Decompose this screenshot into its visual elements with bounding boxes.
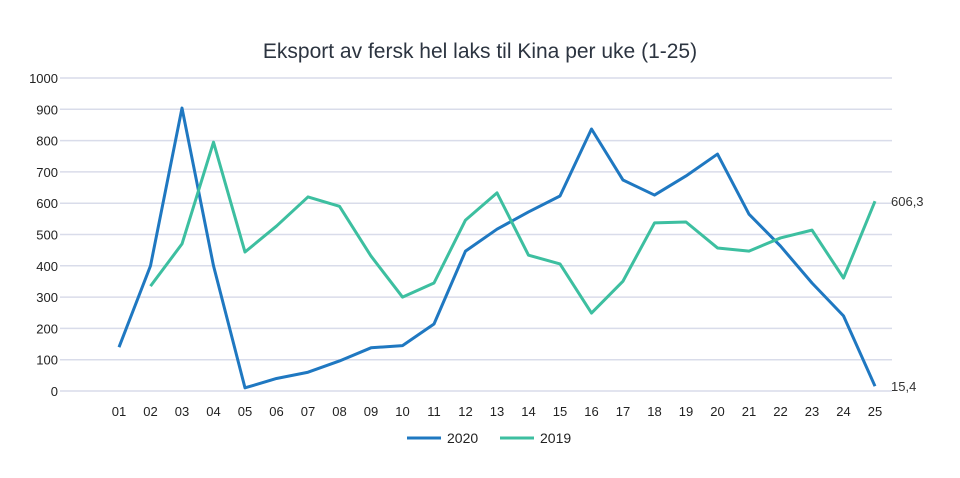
y-tick-label: 500 bbox=[36, 228, 58, 243]
y-tick-label: 400 bbox=[36, 259, 58, 274]
y-tick-label: 0 bbox=[51, 384, 58, 399]
series-line-2020 bbox=[117, 106, 877, 390]
x-tick-label: 09 bbox=[364, 404, 378, 419]
x-tick-label: 08 bbox=[332, 404, 346, 419]
x-tick-label: 25 bbox=[868, 404, 882, 419]
x-tick-label: 19 bbox=[679, 404, 693, 419]
x-tick-label: 21 bbox=[742, 404, 756, 419]
y-tick-label: 100 bbox=[36, 353, 58, 368]
chart-title: Eksport av fersk hel laks til Kina per u… bbox=[262, 40, 698, 63]
x-tick-label: 07 bbox=[301, 404, 315, 419]
x-tick-label: 24 bbox=[836, 404, 850, 419]
x-tick-label: 05 bbox=[238, 404, 252, 419]
data-label: 606,3 bbox=[891, 194, 924, 209]
x-tick-label: 18 bbox=[647, 404, 661, 419]
x-tick-label: 04 bbox=[206, 404, 220, 419]
series-line-2019 bbox=[149, 140, 877, 315]
legend-label: 2020 bbox=[447, 430, 478, 446]
data-label: 15,4 bbox=[891, 379, 916, 394]
x-tick-label: 06 bbox=[269, 404, 283, 419]
x-tick-label: 03 bbox=[175, 404, 189, 419]
y-tick-label: 700 bbox=[36, 165, 58, 180]
x-tick-label: 22 bbox=[773, 404, 787, 419]
x-tick-label: 14 bbox=[521, 404, 535, 419]
y-tick-label: 1000 bbox=[29, 71, 58, 86]
x-tick-label: 12 bbox=[458, 404, 472, 419]
x-tick-label: 20 bbox=[710, 404, 724, 419]
y-tick-label: 300 bbox=[36, 290, 58, 305]
x-tick-label: 23 bbox=[805, 404, 819, 419]
y-tick-label: 900 bbox=[36, 102, 58, 117]
legend-label: 2019 bbox=[540, 430, 571, 446]
x-tick-label: 13 bbox=[490, 404, 504, 419]
x-tick-label: 01 bbox=[112, 404, 126, 419]
y-tick-label: 200 bbox=[36, 321, 58, 336]
x-tick-label: 15 bbox=[553, 404, 567, 419]
x-tick-label: 17 bbox=[616, 404, 630, 419]
y-tick-label: 600 bbox=[36, 196, 58, 211]
x-tick-label: 16 bbox=[584, 404, 598, 419]
y-tick-label: 800 bbox=[36, 134, 58, 149]
x-tick-label: 02 bbox=[143, 404, 157, 419]
x-tick-label: 10 bbox=[395, 404, 409, 419]
x-tick-label: 11 bbox=[427, 404, 441, 419]
